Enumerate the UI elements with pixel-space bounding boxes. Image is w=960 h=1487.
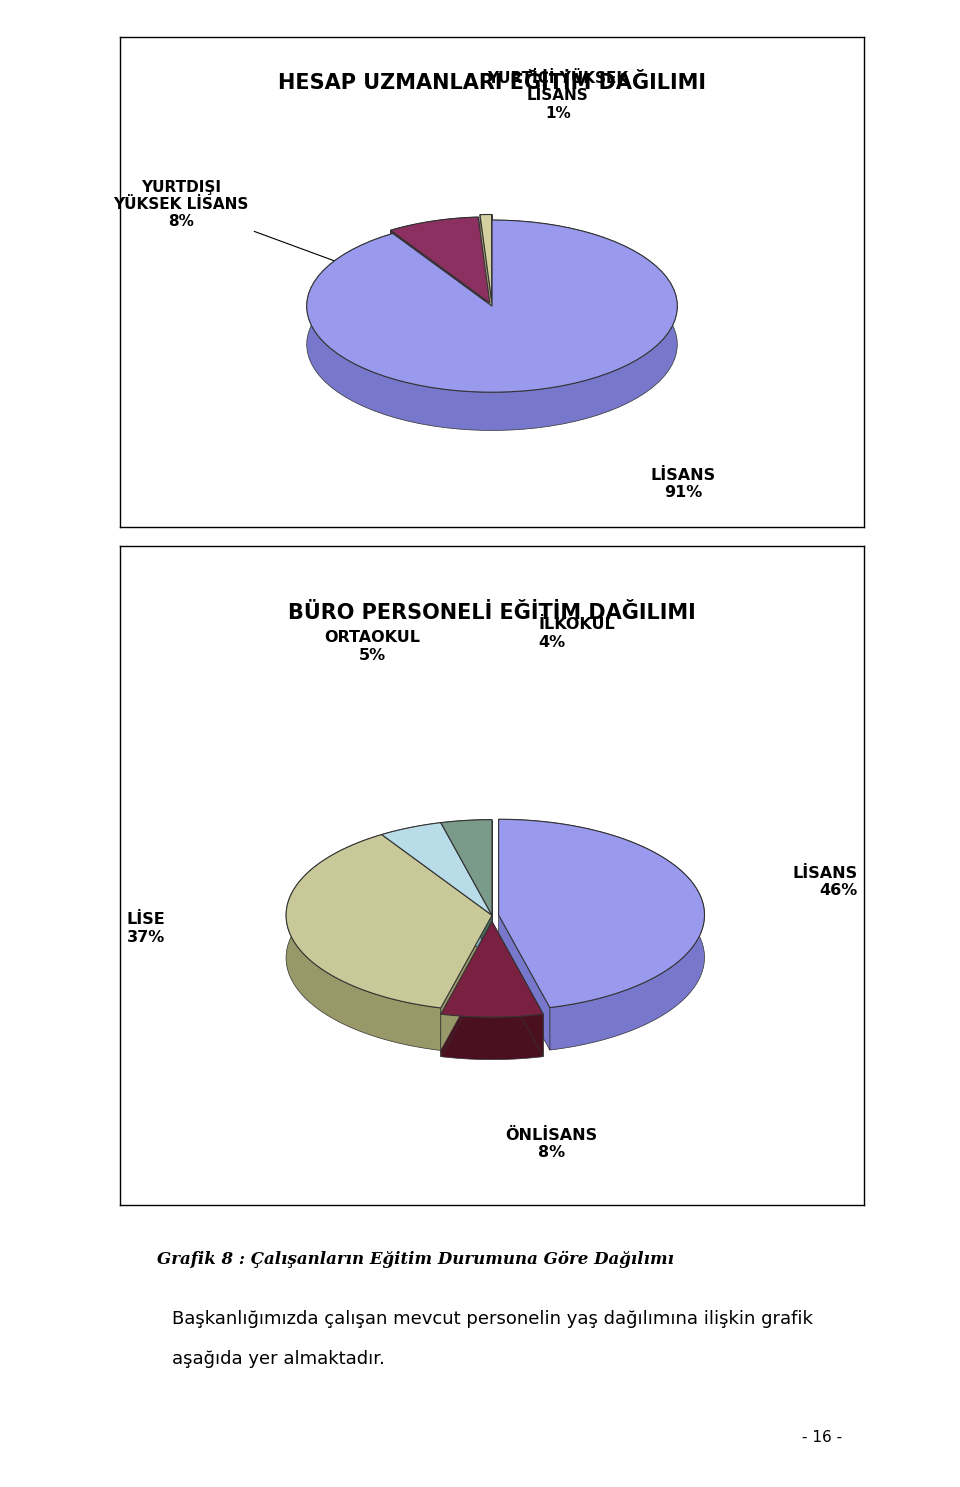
Text: - 16 -: - 16 - xyxy=(802,1430,842,1445)
Text: Grafik 8 : Çalışanların Eğitim Durumuna Göre Dağılımı: Grafik 8 : Çalışanların Eğitim Durumuna … xyxy=(157,1251,674,1268)
Text: Başkanlığımızda çalışan mevcut personelin yaş dağılımına ilişkin grafik: Başkanlığımızda çalışan mevcut personeli… xyxy=(172,1310,813,1328)
Text: aşağıda yer almaktadır.: aşağıda yer almaktadır. xyxy=(172,1350,385,1368)
